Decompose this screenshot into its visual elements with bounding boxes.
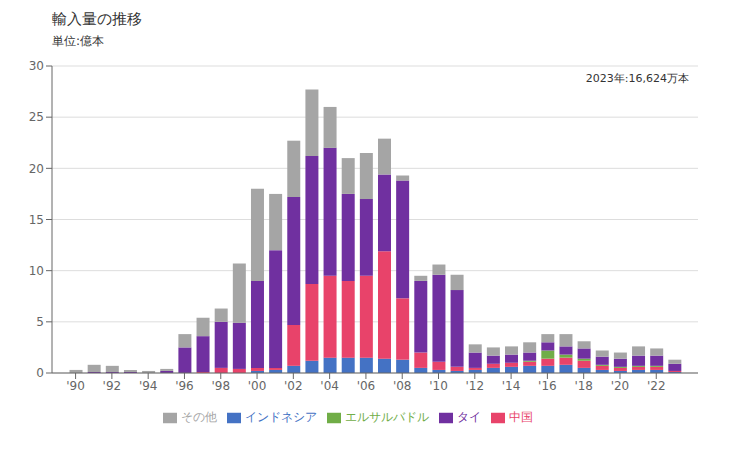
svg-text:'00: '00	[248, 379, 267, 393]
svg-text:'02: '02	[284, 379, 303, 393]
svg-text:'20: '20	[611, 379, 630, 393]
svg-text:'92: '92	[103, 379, 122, 393]
svg-text:15: 15	[29, 213, 44, 227]
svg-text:'14: '14	[502, 379, 521, 393]
svg-text:30: 30	[29, 59, 44, 73]
html-text:インドネシア: インドネシア	[245, 410, 317, 424]
html-text:エルサルバドル: エルサルバドル	[345, 410, 429, 424]
svg-text:'90: '90	[66, 379, 85, 393]
html-text:その他: その他	[181, 410, 217, 424]
svg-text:'08: '08	[393, 379, 412, 393]
svg-text:20: 20	[29, 162, 44, 176]
html-text:中国: 中国	[509, 410, 533, 424]
svg-text:'22: '22	[647, 379, 666, 393]
svg-text:'98: '98	[211, 379, 230, 393]
html-text:2023年:16,624万本: 2023年:16,624万本	[585, 72, 689, 85]
html-text:タイ: タイ	[457, 410, 481, 424]
svg-text:'16: '16	[538, 379, 557, 393]
svg-text:'04: '04	[320, 379, 339, 393]
svg-text:10: 10	[29, 264, 44, 278]
svg-text:5: 5	[36, 315, 44, 329]
html-text:単位:億本: 単位:億本	[52, 34, 104, 48]
svg-text:'10: '10	[429, 379, 448, 393]
svg-text:'12: '12	[466, 379, 485, 393]
svg-text:25: 25	[29, 110, 44, 124]
svg-text:'18: '18	[574, 379, 593, 393]
svg-text:0: 0	[36, 366, 44, 380]
svg-text:'96: '96	[175, 379, 194, 393]
svg-text:'94: '94	[139, 379, 158, 393]
svg-text:'06: '06	[357, 379, 376, 393]
html-text:輸入量の推移: 輸入量の推移	[52, 10, 142, 28]
